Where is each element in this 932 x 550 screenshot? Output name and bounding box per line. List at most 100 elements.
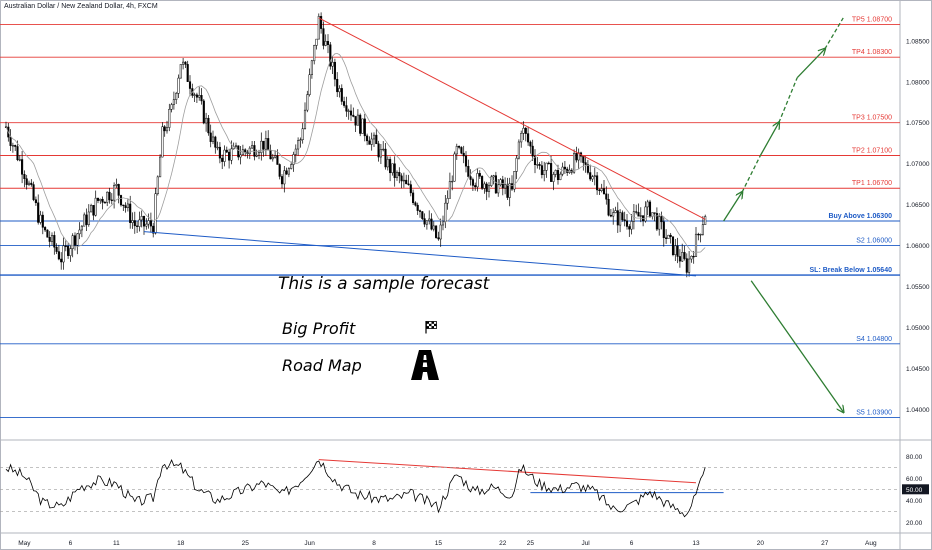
forecast-note: This is a sample forecast bbox=[278, 274, 490, 294]
candle-body bbox=[552, 174, 555, 182]
candle-body bbox=[416, 204, 419, 211]
level-label-tp4: TP4 1.08300 bbox=[852, 49, 892, 56]
candle-body bbox=[582, 155, 585, 163]
forecast-arrow-bullish bbox=[824, 17, 844, 50]
candle-body bbox=[103, 202, 106, 204]
candle-body bbox=[589, 172, 592, 180]
price-tick-label: 1.04000 bbox=[906, 407, 930, 414]
candle-body bbox=[225, 149, 228, 153]
candle-body bbox=[343, 101, 346, 106]
candle-body bbox=[322, 28, 325, 46]
candle-body bbox=[400, 175, 403, 182]
candle-body bbox=[432, 225, 435, 230]
candle-body bbox=[483, 183, 486, 189]
candle-body bbox=[545, 162, 548, 171]
candle-body bbox=[690, 255, 693, 260]
candle-body bbox=[96, 197, 100, 201]
candle-body bbox=[423, 218, 426, 225]
candle-body bbox=[437, 237, 440, 240]
candle-body bbox=[655, 213, 658, 230]
level-label-s4: S4 1.04800 bbox=[856, 336, 892, 343]
candle-body bbox=[586, 164, 589, 173]
time-tick-label: 25 bbox=[527, 540, 535, 547]
candle-body bbox=[244, 149, 247, 153]
candle-body bbox=[455, 145, 458, 155]
candle-body bbox=[195, 94, 198, 98]
candle-body bbox=[556, 170, 560, 180]
candle-body bbox=[140, 216, 143, 221]
candle-body bbox=[697, 233, 700, 236]
candle-body bbox=[448, 181, 451, 199]
candle-body bbox=[382, 148, 385, 151]
candle-body bbox=[161, 126, 164, 158]
candle-body bbox=[485, 183, 488, 192]
candle-body bbox=[667, 234, 670, 239]
candle-body bbox=[278, 164, 281, 177]
candle-body bbox=[674, 245, 677, 255]
candle-body bbox=[131, 220, 134, 223]
candle-body bbox=[11, 145, 14, 147]
candle-body bbox=[637, 212, 640, 217]
level-label-sl: SL: Break Below 1.05640 bbox=[810, 267, 893, 274]
candle-body bbox=[257, 152, 261, 156]
candle-body bbox=[101, 198, 104, 203]
candle-body bbox=[487, 185, 491, 192]
candle-body bbox=[598, 189, 601, 191]
candle-body bbox=[478, 173, 481, 177]
candle-body bbox=[248, 147, 251, 155]
candle-body bbox=[269, 149, 272, 160]
candle-body bbox=[99, 198, 102, 201]
candle-body bbox=[623, 219, 626, 222]
candle-body bbox=[701, 224, 704, 235]
candle-body bbox=[497, 184, 500, 194]
candle-body bbox=[688, 258, 691, 273]
candle-body bbox=[283, 170, 286, 185]
candle-body bbox=[460, 147, 463, 154]
forecast-arrow-bullish bbox=[796, 49, 825, 79]
rsi-line bbox=[5, 458, 706, 518]
time-tick-label: Jul bbox=[581, 540, 590, 547]
candle-body bbox=[370, 138, 373, 145]
candle-body bbox=[607, 198, 610, 216]
candle-body bbox=[446, 198, 449, 204]
candle-body bbox=[347, 110, 350, 112]
candle-body bbox=[276, 155, 279, 165]
candle-body bbox=[625, 220, 629, 227]
candle-body bbox=[211, 136, 215, 142]
candle-body bbox=[152, 225, 155, 234]
candle-body bbox=[44, 227, 47, 231]
candle-body bbox=[142, 216, 146, 227]
candle-body bbox=[662, 221, 665, 238]
candle-body bbox=[451, 180, 454, 183]
candle-body bbox=[352, 114, 355, 117]
candle-body bbox=[188, 81, 192, 89]
candle-body bbox=[616, 210, 619, 226]
price-tick-label: 1.07000 bbox=[906, 161, 930, 168]
candle-body bbox=[320, 16, 323, 29]
candle-body bbox=[704, 216, 707, 225]
candle-body bbox=[658, 216, 661, 230]
road-icon bbox=[411, 350, 439, 380]
candle-body bbox=[237, 145, 240, 158]
candle-body bbox=[129, 203, 132, 223]
candle-body bbox=[559, 173, 562, 180]
candle-body bbox=[55, 246, 58, 252]
candle-body bbox=[430, 218, 433, 230]
candle-body bbox=[115, 184, 118, 186]
candle-body bbox=[375, 134, 378, 145]
candle-body bbox=[676, 245, 679, 257]
trendline-descending-support bbox=[143, 231, 697, 277]
candle-body bbox=[154, 193, 157, 234]
candle-body bbox=[253, 145, 256, 157]
candle-body bbox=[531, 145, 534, 157]
candle-body bbox=[425, 220, 428, 225]
trendline-rsi-resistance bbox=[318, 459, 697, 484]
candle-body bbox=[389, 159, 392, 174]
candle-body bbox=[57, 251, 60, 260]
candlestick-series bbox=[4, 12, 707, 278]
candle-body bbox=[306, 94, 309, 111]
candle-body bbox=[492, 175, 495, 178]
candle-body bbox=[441, 221, 445, 226]
candle-body bbox=[648, 201, 652, 217]
candle-body bbox=[182, 61, 185, 65]
